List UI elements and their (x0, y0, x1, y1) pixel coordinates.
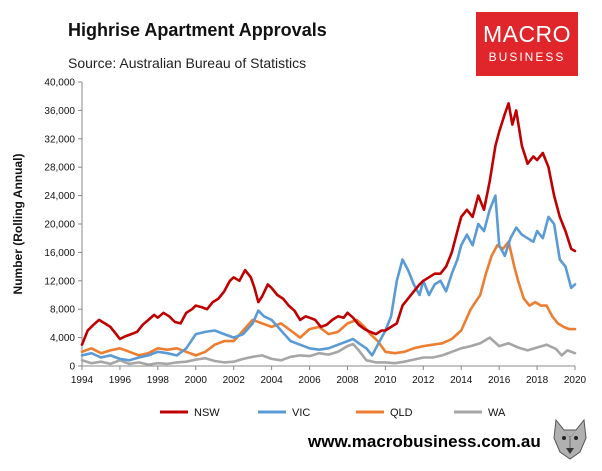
y-tick-label: 4,000 (50, 333, 75, 344)
wolf-icon (553, 418, 587, 460)
x-tick-label: 2008 (336, 375, 359, 386)
y-tick-label: 20,000 (44, 220, 75, 231)
y-tick-label: 12,000 (44, 276, 75, 287)
x-tick-label: 2012 (412, 375, 435, 386)
series-line-wa (80, 336, 577, 366)
logo-line1: MACRO (482, 21, 572, 47)
x-tick-label: 2016 (488, 375, 511, 386)
x-tick-label: 2002 (223, 375, 246, 386)
y-tick-label: 28,000 (44, 163, 75, 174)
legend-label-nsw: NSW (194, 407, 220, 419)
x-tick-label: 1994 (71, 375, 94, 386)
x-tick-label: 2014 (450, 375, 473, 386)
logo-line2: BUSINESS (488, 50, 566, 64)
x-tick-label: 2004 (260, 375, 283, 386)
legend-label-wa: WA (488, 407, 506, 419)
x-tick-label: 1998 (147, 375, 170, 386)
y-tick-label: 32,000 (44, 134, 75, 145)
series-line-nsw (80, 102, 577, 347)
y-tick-label: 40,000 (44, 78, 75, 89)
x-tick-label: 2010 (374, 375, 397, 386)
chart-source: Source: Australian Bureau of Statistics (68, 55, 307, 71)
chart-title: Highrise Apartment Approvals (68, 20, 327, 40)
series-line-qld (80, 240, 577, 357)
y-tick-label: 36,000 (44, 106, 75, 117)
legend-label-qld: QLD (390, 407, 413, 419)
x-tick-label: 1996 (109, 375, 132, 386)
macrobusiness-logo[interactable]: MACRO BUSINESS (476, 12, 578, 76)
y-axis-label: Number (Rolling Annual) (11, 154, 25, 295)
x-tick-label: 2000 (185, 375, 208, 386)
y-tick-label: 16,000 (44, 248, 75, 259)
footer-url[interactable]: www.macrobusiness.com.au (308, 432, 541, 451)
legend-label-vic: VIC (292, 407, 310, 419)
series-line-vic (80, 194, 577, 362)
x-tick-label: 2018 (526, 375, 549, 386)
x-tick-label: 2020 (564, 375, 587, 386)
y-tick-label: 8,000 (50, 305, 75, 316)
y-tick-label: 24,000 (44, 191, 75, 202)
y-tick-label: 0 (69, 362, 75, 373)
x-tick-label: 2006 (298, 375, 321, 386)
